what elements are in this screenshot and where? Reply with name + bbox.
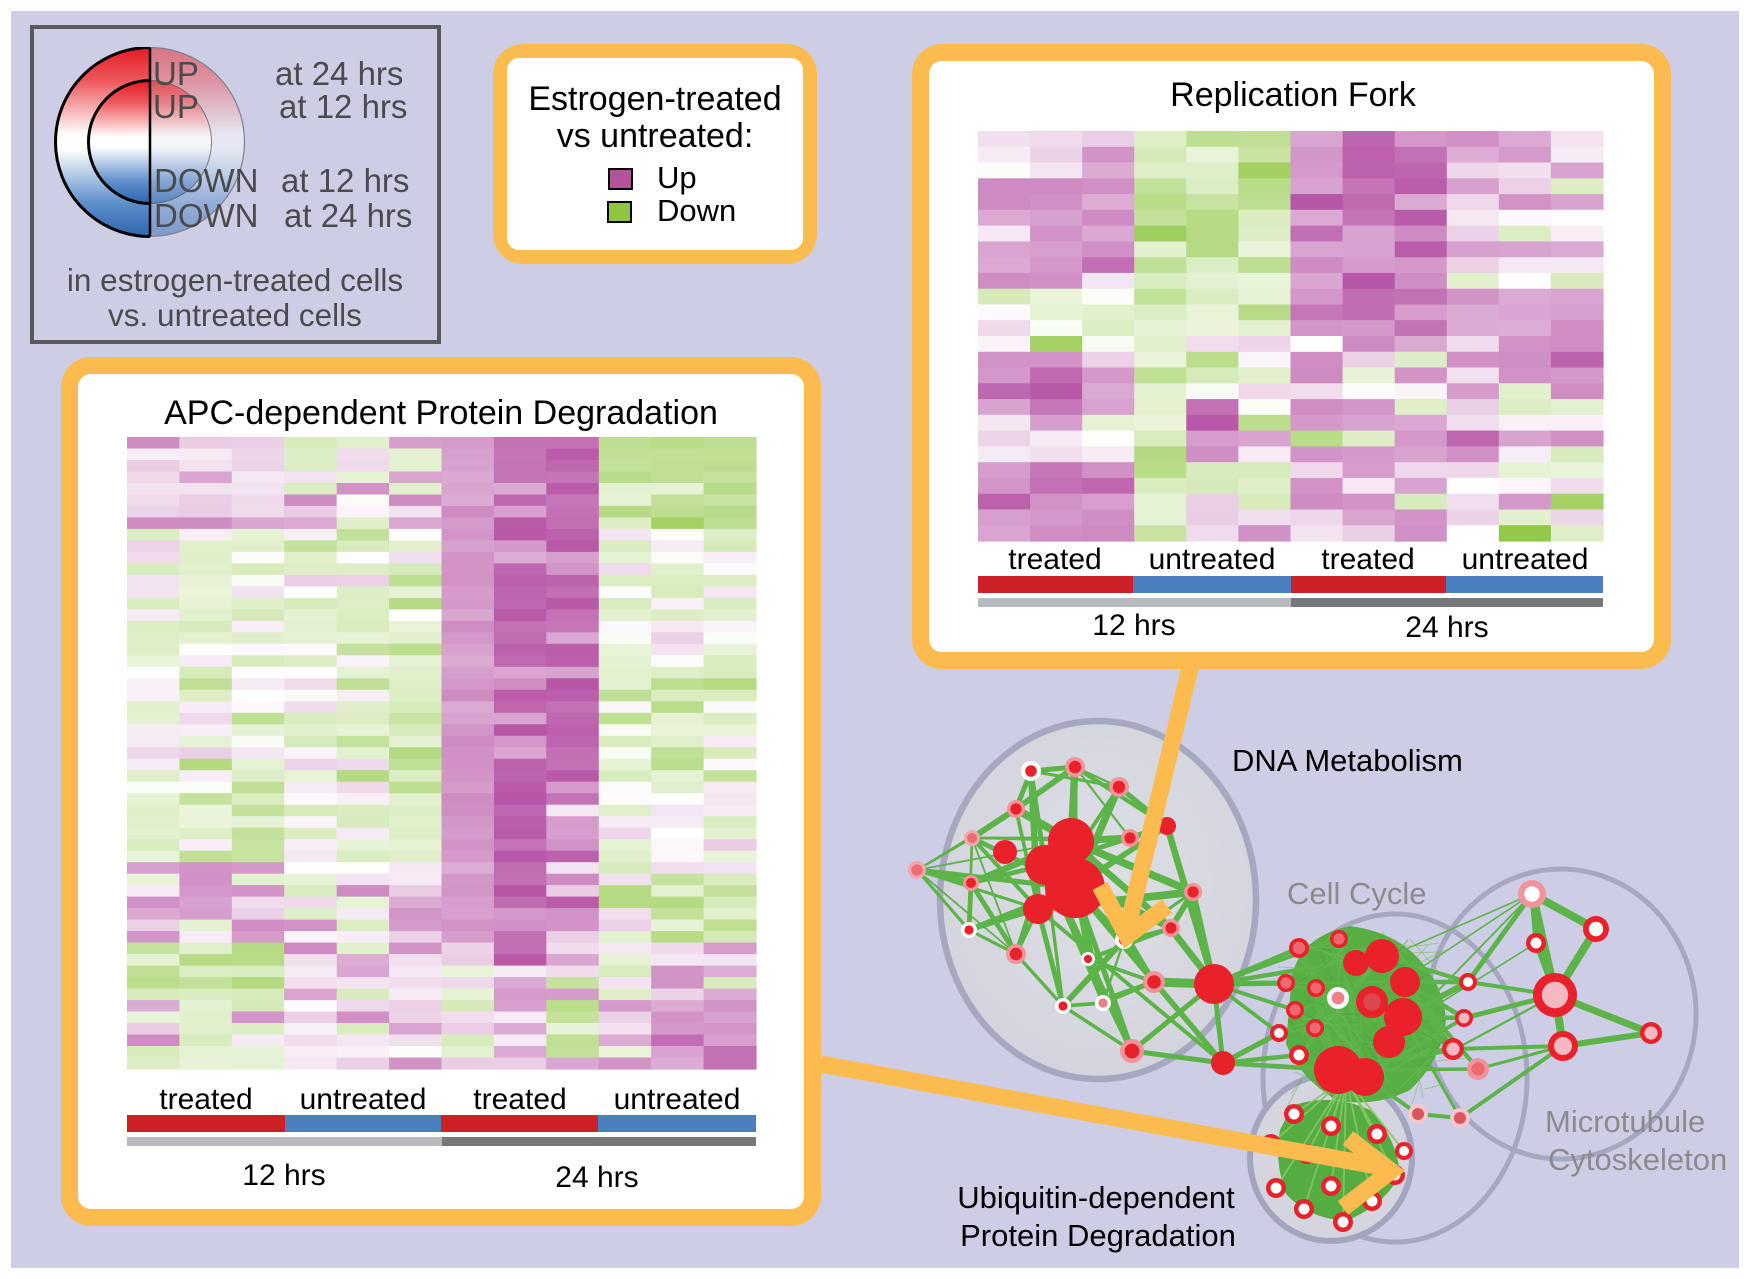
svg-text:DOWN: DOWN	[154, 197, 258, 234]
svg-text:untreated: untreated	[300, 1083, 427, 1116]
svg-text:DOWN: DOWN	[154, 162, 258, 199]
svg-text:at 12 hrs: at 12 hrs	[281, 162, 409, 199]
svg-text:UP: UP	[153, 55, 199, 92]
svg-text:treated: treated	[1321, 543, 1414, 576]
svg-text:12 hrs: 12 hrs	[242, 1159, 325, 1192]
svg-text:treated: treated	[1008, 543, 1101, 576]
svg-text:Protein Degradation: Protein Degradation	[960, 1218, 1236, 1253]
svg-text:Replication Fork: Replication Fork	[1170, 76, 1417, 114]
svg-text:vs untreated:: vs untreated:	[557, 117, 754, 155]
svg-text:Estrogen-treated: Estrogen-treated	[528, 80, 781, 118]
svg-text:untreated: untreated	[1149, 543, 1276, 576]
svg-text:vs. untreated cells: vs. untreated cells	[108, 297, 362, 333]
svg-text:DNA Metabolism: DNA Metabolism	[1232, 743, 1463, 778]
svg-text:12 hrs: 12 hrs	[1092, 609, 1175, 642]
svg-text:in estrogen-treated cells: in estrogen-treated cells	[67, 262, 403, 298]
svg-text:untreated: untreated	[614, 1083, 741, 1116]
svg-text:Ubiquitin-dependent: Ubiquitin-dependent	[957, 1180, 1235, 1215]
svg-text:24 hrs: 24 hrs	[1405, 611, 1488, 644]
svg-text:at 24 hrs: at 24 hrs	[275, 55, 403, 92]
svg-text:Cell Cycle: Cell Cycle	[1287, 876, 1427, 911]
svg-text:24 hrs: 24 hrs	[555, 1161, 638, 1194]
svg-text:treated: treated	[159, 1083, 252, 1116]
svg-text:at 12 hrs: at 12 hrs	[279, 88, 407, 125]
svg-text:UP: UP	[153, 88, 199, 125]
svg-text:Microtubule: Microtubule	[1545, 1104, 1705, 1139]
svg-text:untreated: untreated	[1462, 543, 1589, 576]
svg-text:treated: treated	[473, 1083, 566, 1116]
svg-text:Cytoskeleton: Cytoskeleton	[1548, 1142, 1727, 1177]
svg-text:at 24 hrs: at 24 hrs	[284, 197, 412, 234]
svg-text:APC-dependent Protein Degradat: APC-dependent Protein Degradation	[164, 394, 718, 432]
svg-text:Up: Up	[657, 160, 697, 195]
svg-text:Down: Down	[657, 193, 736, 228]
